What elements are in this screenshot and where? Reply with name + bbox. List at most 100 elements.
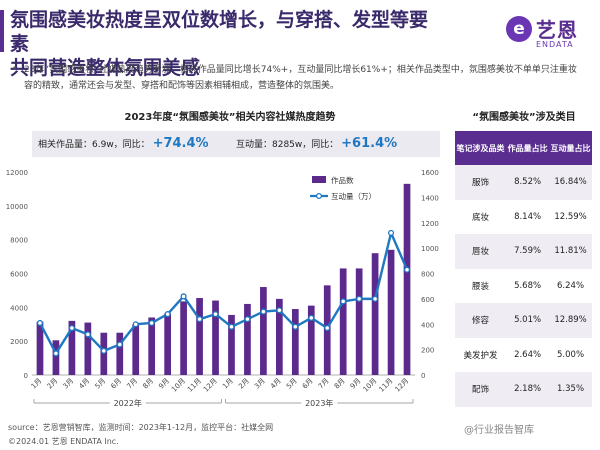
- table-row: 服饰 8.52% 16.84%: [455, 165, 592, 200]
- row-category: 修容: [455, 303, 507, 338]
- left-axis-tick-label: 0: [24, 372, 28, 380]
- row-interaction-share: 1.35%: [549, 372, 592, 407]
- line-point: [228, 323, 235, 330]
- bar-works: [68, 320, 76, 375]
- row-interaction-share: 12.89%: [549, 303, 592, 338]
- x-axis-tick-label: 1月: [221, 377, 235, 391]
- x-axis-tick-label: 4月: [78, 377, 92, 391]
- bar-works: [180, 301, 187, 375]
- row-category: 底妆: [455, 199, 507, 234]
- right-axis-tick-label: 600: [421, 296, 434, 304]
- line-point: [340, 298, 347, 305]
- row-works-share: 8.14%: [506, 199, 550, 234]
- header-works-share: 作品量占比: [506, 131, 550, 165]
- x-axis-tick-label: 3月: [253, 377, 267, 391]
- row-interaction-share: 6.24%: [549, 268, 592, 303]
- bar-works: [291, 309, 299, 375]
- bar-works: [84, 322, 92, 375]
- left-axis-tick-label: 12000: [6, 169, 28, 177]
- bar-works: [164, 313, 171, 375]
- chart-title: 2023年度“氛围感美妆”相关内容社媒热度趋势: [124, 112, 336, 123]
- x-axis-tick-label: 12月: [394, 377, 411, 394]
- x-axis-tick-label: 8月: [141, 377, 155, 391]
- row-category: 配饰: [455, 372, 507, 407]
- line-point: [100, 347, 107, 354]
- x-axis-tick-label: 3月: [62, 377, 76, 391]
- right-axis-tick-label: 800: [421, 271, 434, 279]
- bullet-icon: •: [12, 64, 18, 74]
- table-row: 唇妆 7.59% 11.81%: [455, 234, 592, 269]
- x-axis-tick-label: 12月: [202, 377, 219, 394]
- title-accent-bar: [0, 10, 4, 52]
- left-axis-tick-label: 6000: [10, 271, 28, 279]
- line-interaction: [38, 231, 409, 355]
- bar-works: [244, 303, 251, 375]
- copyright-note: ©2024.01 艺恩 ENDATA Inc.: [8, 437, 119, 446]
- category-table-title: “氛围感美妆”涉及类目: [472, 112, 576, 123]
- x-axis-tick-label: 7月: [317, 377, 331, 391]
- header-category: 笔记涉及品类: [455, 131, 507, 165]
- bar-works: [403, 183, 411, 375]
- row-interaction-share: 16.84%: [549, 165, 592, 200]
- x-axis-tick-label: 11月: [378, 377, 395, 394]
- line-point: [212, 311, 219, 318]
- right-axis-tick-label: 200: [421, 347, 434, 355]
- line-point: [308, 314, 315, 321]
- row-interaction-share: 5.00%: [549, 337, 592, 372]
- legend-line-marker: [315, 192, 323, 200]
- bar-works: [371, 253, 379, 375]
- line-point: [164, 311, 171, 318]
- left-axis-tick-label: 10000: [6, 203, 28, 211]
- x-axis-tick-label: 8月: [333, 377, 347, 391]
- x-axis-tick-label: 4月: [269, 377, 283, 391]
- row-works-share: 8.52%: [506, 165, 550, 200]
- line-point: [356, 295, 363, 302]
- left-axis-tick-label: 2000: [10, 338, 28, 346]
- bar-works: [52, 340, 60, 375]
- line-point: [84, 331, 91, 338]
- table-row: 修容 5.01% 12.89%: [455, 303, 592, 338]
- page-title-line-2: 共同营造整体氛围美感: [10, 57, 201, 79]
- row-category: 腰装: [455, 268, 507, 303]
- right-axis-tick-label: 0: [421, 372, 425, 380]
- row-works-share: 2.64%: [506, 337, 550, 372]
- legend-bar-label: 作品数: [331, 175, 354, 185]
- logo-text-cn: 艺恩: [536, 18, 578, 42]
- left-axis-tick-label: 4000: [10, 304, 28, 312]
- line-point: [388, 229, 395, 236]
- page-title-line-1: 氛围感美妆热度呈双位数增长，与穿搭、发型等要素: [10, 9, 429, 55]
- header-interaction-share: 互动量占比: [549, 131, 592, 165]
- x-axis-tick-label: 5月: [285, 377, 299, 391]
- row-works-share: 5.68%: [506, 268, 550, 303]
- interaction-stat-label: 互动量：8285w，同比：: [236, 140, 339, 150]
- legend-line-label: 互动量（万）: [331, 191, 376, 201]
- row-interaction-share: 12.59%: [549, 199, 592, 234]
- right-axis-tick-label: 1000: [421, 245, 439, 253]
- bar-works: [276, 298, 283, 375]
- bar-works: [212, 300, 219, 375]
- works-stat: 相关作品量：6.9w，同比： +74.4%: [32, 131, 226, 157]
- x-axis-tick-label: 2月: [46, 377, 60, 391]
- x-axis-tick-label: 2月: [237, 377, 251, 391]
- table-row: 腰装 5.68% 6.24%: [455, 268, 592, 303]
- line-point: [324, 325, 331, 332]
- row-interaction-share: 11.81%: [549, 234, 592, 269]
- line-point: [52, 350, 59, 357]
- x-axis-tick-label: 6月: [301, 377, 315, 391]
- line-point: [116, 341, 123, 348]
- description-text: 23年“氛围感美妆”社媒热度趋势看涨，相关作品量同比增长74%+，互动量同比增长…: [24, 65, 577, 91]
- logo-text-en: ENDATA: [536, 40, 574, 49]
- line-point: [180, 293, 187, 300]
- year-group-label: 2022年: [114, 398, 142, 408]
- line-point: [260, 308, 267, 315]
- line-point: [148, 319, 155, 327]
- row-works-share: 2.18%: [506, 372, 550, 407]
- category-table: 笔记涉及品类 作品量占比 互动量占比 服饰 8.52% 16.84% 底妆 8.…: [455, 131, 592, 407]
- table-row: 底妆 8.14% 12.59%: [455, 199, 592, 234]
- bar-works: [307, 305, 315, 375]
- x-axis-tick-label: 6月: [109, 377, 123, 391]
- trend-chart: 0 2000 4000 6000 8000 10000 12000 0 200 400 600 800…: [6, 169, 439, 408]
- source-note: source：艺恩营销智库，监测时间：2023年1-12月，监控平台：社媒全网: [8, 423, 274, 432]
- row-category: 美发护发: [455, 337, 507, 372]
- watermark-text: @行业报告智库: [464, 425, 534, 436]
